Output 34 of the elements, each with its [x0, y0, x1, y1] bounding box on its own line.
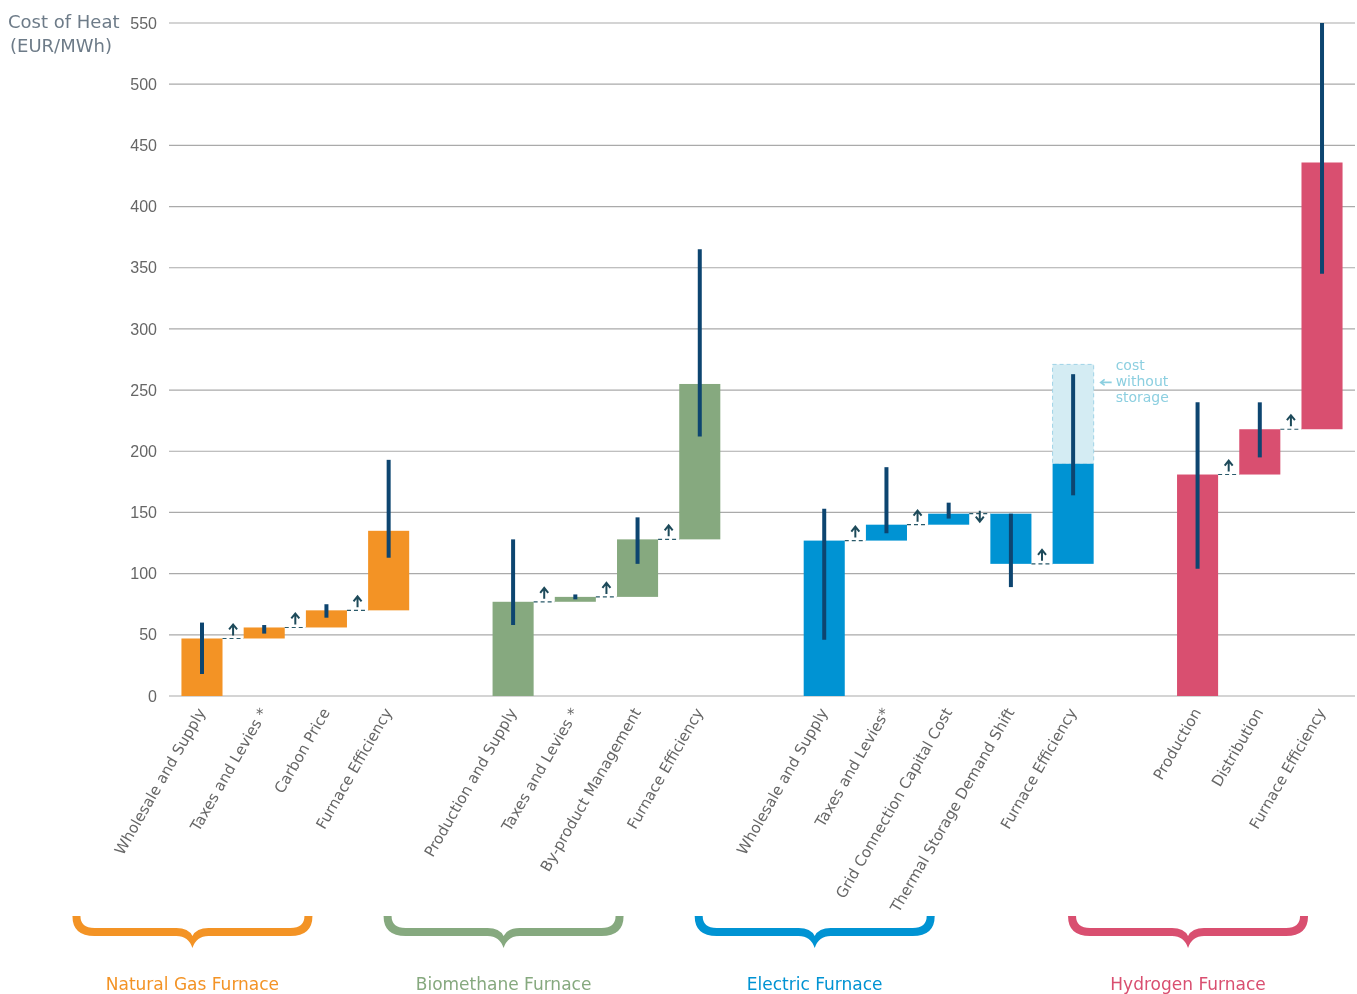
bar	[865, 524, 907, 541]
y-axis-title: Cost of Heat (EUR/MWh)	[8, 11, 120, 56]
y-tick-label: 300	[130, 320, 158, 338]
bar	[243, 627, 285, 639]
y-tick-label: 400	[130, 198, 158, 216]
text: Electric Furnace	[746, 974, 883, 994]
text: Hydrogen Furnace	[1110, 974, 1266, 994]
bar	[617, 539, 659, 597]
y-tick-label: 200	[130, 442, 158, 460]
series-label: cost without storage	[1115, 357, 1169, 406]
bar	[368, 530, 410, 611]
bar	[1052, 363, 1095, 465]
bar	[1052, 463, 1094, 564]
y-tick-label: 100	[130, 565, 158, 583]
bar	[803, 540, 845, 696]
text: Natural Gas Furnace	[105, 974, 280, 994]
bar	[305, 610, 347, 628]
y-tick-label: 500	[130, 75, 158, 93]
y-tick-label: 150	[130, 504, 158, 522]
text: Biomethane Furnace	[415, 974, 592, 994]
y-tick-label: 250	[130, 381, 158, 399]
y-tick-label: 550	[130, 14, 158, 32]
bar	[928, 513, 970, 525]
bar	[1177, 474, 1219, 696]
y-tick-label: 350	[130, 259, 158, 277]
bar	[492, 601, 534, 696]
y-tick-label: 450	[130, 136, 158, 154]
bar	[1301, 162, 1343, 430]
bar	[679, 383, 721, 540]
y-tick-label: 0	[148, 687, 158, 705]
bar	[181, 638, 223, 696]
bar	[554, 596, 596, 602]
bar	[1239, 429, 1281, 475]
y-tick-label: 50	[139, 626, 158, 644]
